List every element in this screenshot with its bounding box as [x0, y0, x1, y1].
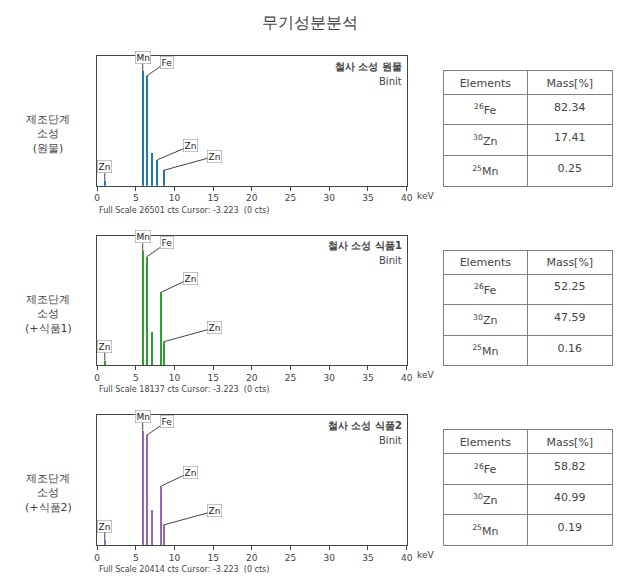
svg-text:Mass[%]: Mass[%]	[546, 436, 593, 449]
svg-text:40: 40	[401, 193, 413, 203]
svg-text:Elements: Elements	[460, 256, 512, 269]
svg-text:철사 소성 원물: 철사 소성 원물	[335, 61, 402, 72]
svg-text:Zn: Zn	[185, 468, 197, 478]
svg-text:25: 25	[285, 553, 296, 563]
svg-text:52.25: 52.25	[554, 280, 586, 293]
svg-text:Mass[%]: Mass[%]	[546, 77, 593, 90]
svg-text:Zn: Zn	[209, 152, 221, 162]
svg-text:30: 30	[324, 373, 336, 383]
svg-text:​30​Zn: ​30​Zn	[473, 313, 497, 328]
svg-text:20: 20	[246, 193, 258, 203]
svg-text:0.25: 0.25	[558, 162, 583, 175]
svg-text:keV: keV	[417, 370, 434, 380]
svg-text:Zn: Zn	[99, 522, 111, 532]
svg-text:82.34: 82.34	[554, 101, 586, 114]
svg-text:철사 소성 식품2: 철사 소성 식품2	[328, 420, 402, 431]
svg-text:Zn: Zn	[209, 323, 221, 333]
svg-text:15: 15	[207, 553, 218, 563]
svg-text:Fe: Fe	[162, 238, 173, 248]
svg-text:​30​Zn: ​30​Zn	[473, 133, 497, 148]
svg-text:10: 10	[169, 193, 181, 203]
svg-text:20: 20	[246, 553, 258, 563]
svg-text:​25​Mn: ​25​Mn	[472, 164, 498, 179]
svg-text:​25​Mn: ​25​Mn	[472, 343, 498, 358]
svg-text:Fe: Fe	[162, 58, 173, 68]
svg-text:제조단계소성(+식품1): 제조단계소성(+식품1)	[25, 293, 72, 335]
svg-text:0.19: 0.19	[558, 521, 583, 534]
svg-text:Elements: Elements	[460, 436, 512, 449]
svg-text:Zn: Zn	[185, 274, 197, 284]
svg-text:Mn: Mn	[137, 232, 150, 242]
svg-text:Zn: Zn	[185, 141, 197, 151]
svg-text:20: 20	[246, 373, 258, 383]
svg-text:40: 40	[401, 373, 413, 383]
svg-text:17.41: 17.41	[554, 131, 586, 144]
svg-text:10: 10	[169, 373, 181, 383]
svg-text:Mass[%]: Mass[%]	[546, 256, 593, 269]
svg-text:​26​Fe: ​26​Fe	[474, 102, 497, 117]
svg-text:35: 35	[362, 193, 373, 203]
svg-text:Mn: Mn	[137, 53, 150, 63]
svg-text:58.82: 58.82	[554, 460, 586, 473]
svg-text:Zn: Zn	[99, 162, 111, 172]
svg-text:Mn: Mn	[137, 412, 150, 422]
svg-text:Binit: Binit	[379, 255, 402, 266]
svg-text:30: 30	[324, 193, 336, 203]
svg-text:Full Scale 18137 cts Cursor: -: Full Scale 18137 cts Cursor: -3.223 (0 c…	[99, 385, 269, 394]
svg-text:15: 15	[207, 373, 218, 383]
svg-text:40.99: 40.99	[554, 491, 586, 504]
svg-text:keV: keV	[417, 191, 434, 201]
svg-text:15: 15	[207, 193, 218, 203]
svg-text:​25​Mn: ​25​Mn	[472, 523, 498, 538]
svg-text:5: 5	[133, 553, 139, 563]
svg-text:40: 40	[401, 553, 413, 563]
svg-text:0: 0	[94, 373, 100, 383]
svg-text:35: 35	[362, 373, 373, 383]
svg-text:​26​Fe: ​26​Fe	[474, 462, 497, 477]
svg-text:5: 5	[133, 373, 139, 383]
svg-text:철사 소성 식품1: 철사 소성 식품1	[328, 240, 402, 251]
svg-text:5: 5	[133, 193, 139, 203]
svg-text:무기성분분석: 무기성분분석	[262, 13, 358, 32]
svg-text:Fe: Fe	[162, 417, 173, 427]
svg-text:10: 10	[169, 553, 181, 563]
svg-text:Full Scale 20414 cts Cursor: -: Full Scale 20414 cts Cursor: -3.223 (0 c…	[99, 565, 269, 574]
svg-text:35: 35	[362, 553, 373, 563]
svg-text:30: 30	[324, 553, 336, 563]
svg-text:Zn: Zn	[99, 342, 111, 352]
svg-text:0: 0	[94, 553, 100, 563]
svg-text:Binit: Binit	[379, 435, 402, 446]
svg-text:제조단계소성(+식품2): 제조단계소성(+식품2)	[25, 472, 72, 514]
svg-text:Full Scale 26501 cts Cursor: -: Full Scale 26501 cts Cursor: -3.223 (0 c…	[99, 206, 269, 215]
svg-text:제조단계소성(원물): 제조단계소성(원물)	[26, 113, 70, 155]
svg-text:Elements: Elements	[460, 77, 512, 90]
svg-text:Zn: Zn	[209, 506, 221, 516]
svg-text:​30​Zn: ​30​Zn	[473, 492, 497, 507]
svg-text:0: 0	[94, 193, 100, 203]
svg-text:0.16: 0.16	[558, 342, 583, 355]
svg-text:keV: keV	[417, 550, 434, 560]
svg-text:Binit: Binit	[379, 76, 402, 87]
svg-text:25: 25	[285, 373, 296, 383]
svg-text:47.59: 47.59	[554, 311, 586, 324]
svg-text:​26​Fe: ​26​Fe	[474, 282, 497, 297]
svg-text:25: 25	[285, 193, 296, 203]
